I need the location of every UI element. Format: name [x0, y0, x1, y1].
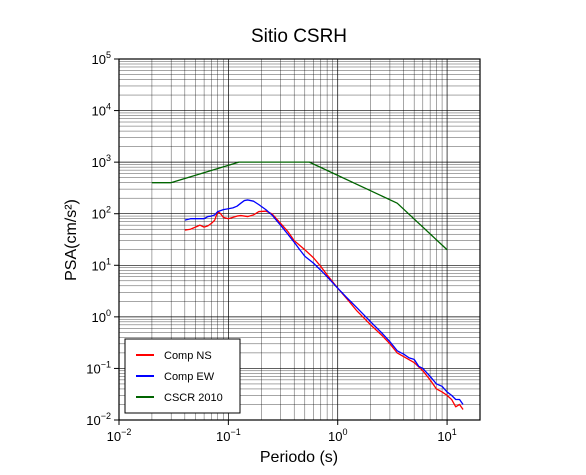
y-tick-label: 100 — [92, 308, 111, 325]
legend-label: Comp NS — [164, 350, 212, 362]
y-tick-label: 101 — [92, 256, 111, 273]
x-tick-label: 101 — [437, 427, 456, 444]
y-tick-label: 105 — [92, 50, 111, 67]
x-tick-label: 100 — [328, 427, 347, 444]
plot-frame — [118, 58, 481, 421]
y-tick-label: 102 — [92, 205, 111, 222]
chart-title: Sitio CSRH — [251, 26, 347, 47]
y-tick-label: 10−2 — [86, 411, 111, 428]
x-axis-label: Periodo (s) — [260, 449, 338, 466]
data-series — [151, 161, 464, 410]
grid-lines — [119, 59, 480, 420]
legend-label: Comp EW — [164, 371, 215, 383]
legend-label: CSCR 2010 — [164, 392, 223, 404]
x-tick-label: 10−2 — [107, 427, 132, 444]
series-line-cscr-2010 — [151, 161, 448, 251]
y-tick-label: 104 — [92, 102, 111, 119]
tick-labels: 10−2 10−1 100 101 10−2 10−1 100 101 102 103 104 105 — [86, 50, 457, 444]
y-axis-label: PSA(cm/s²) — [63, 199, 80, 281]
series-line-comp-ns — [184, 210, 464, 410]
legend: Comp NS Comp EW CSCR 2010 — [124, 338, 241, 414]
y-tick-label: 10−1 — [86, 359, 111, 376]
x-tick-label: 10−1 — [216, 427, 241, 444]
y-tick-label: 103 — [92, 153, 111, 170]
series-line-comp-ew — [184, 199, 464, 405]
